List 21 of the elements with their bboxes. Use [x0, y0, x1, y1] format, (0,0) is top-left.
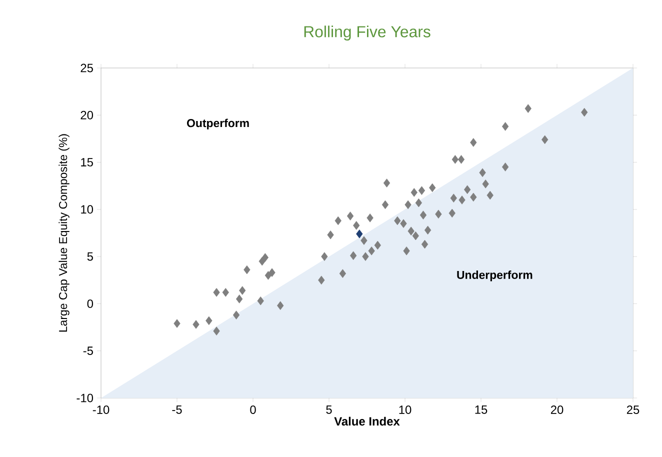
x-tick-label: 25	[626, 406, 640, 414]
x-tick-label: 20	[550, 406, 564, 414]
y-tick-label: 20	[80, 110, 94, 120]
y-tick-label: 15	[81, 158, 93, 166]
chart-title: Rolling Five Years	[304, 26, 430, 40]
x-tick-label: 5	[326, 406, 332, 414]
annotation: Underperform	[457, 270, 532, 282]
x-tick-label: -10	[92, 406, 110, 414]
x-axis-title: Value Index	[334, 416, 400, 426]
x-tick-label: 0	[250, 406, 256, 414]
annotation: Outperform	[187, 118, 249, 130]
y-tick-label: 5	[87, 252, 93, 261]
y-tick-label: 25	[80, 64, 93, 72]
y-tick-label: -10	[76, 394, 94, 402]
x-tick-label: 10	[399, 406, 412, 414]
y-tick-label: 0	[87, 299, 94, 308]
y-tick-label: -5	[83, 346, 93, 356]
y-tick-label: 10	[81, 205, 94, 214]
x-tick-label: 15	[475, 406, 488, 414]
x-tick-label: -5	[172, 406, 182, 414]
y-axis-title: Large Cap Value Equity Composite (%)	[58, 134, 70, 332]
